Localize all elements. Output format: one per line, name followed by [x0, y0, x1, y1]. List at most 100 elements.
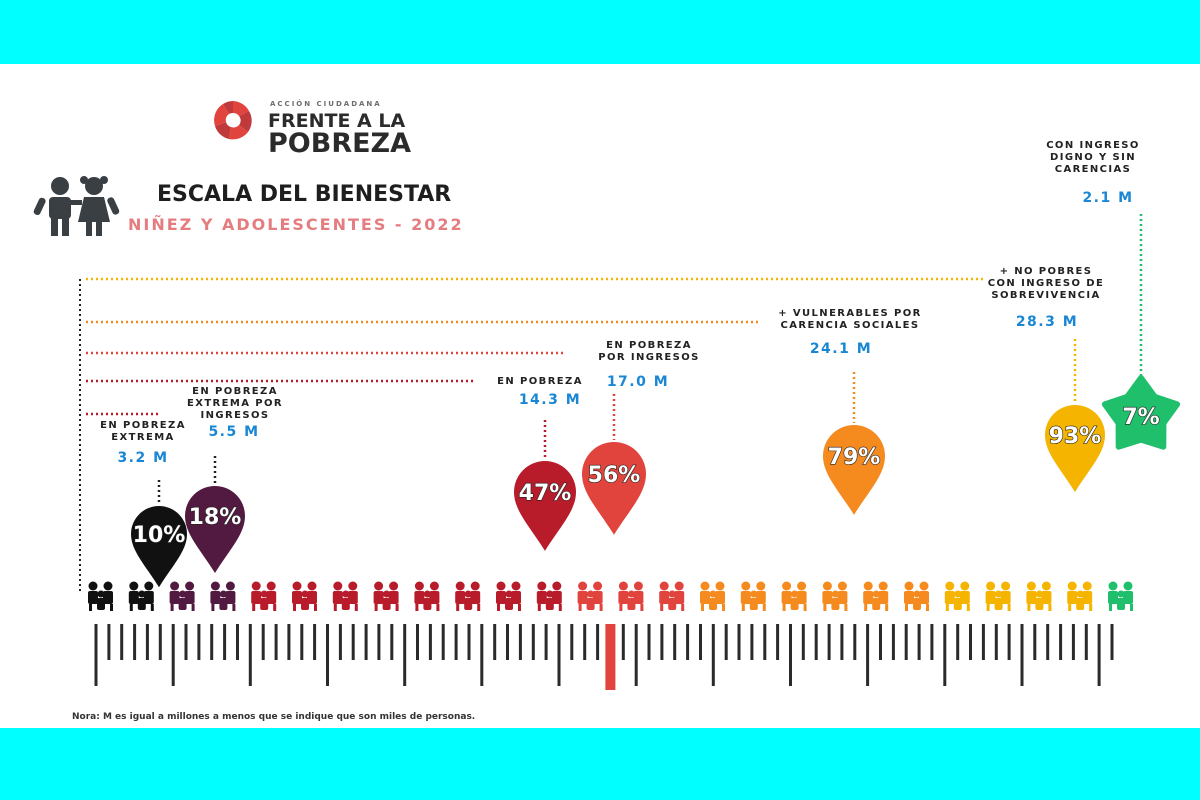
person-group-icon — [332, 581, 358, 611]
pin-marker-shape — [582, 442, 646, 535]
scale-tick — [879, 624, 882, 660]
scale-tick — [1110, 624, 1114, 660]
marker-percent: 93% — [1049, 424, 1102, 449]
scale-tick — [107, 624, 111, 660]
scale-tick — [930, 624, 934, 660]
scale-tick — [969, 624, 972, 660]
scale-tick — [377, 624, 381, 660]
scale-tick — [711, 624, 715, 686]
pin-marker-shape — [823, 425, 885, 515]
scale-tick — [789, 624, 792, 686]
scale-tick — [300, 624, 304, 660]
person-group-icon — [414, 581, 440, 611]
scale-tick — [981, 624, 985, 660]
scale-tick — [364, 624, 368, 660]
scale-tick — [840, 624, 844, 660]
scale-tick — [338, 624, 342, 660]
person-group-icon — [88, 581, 113, 611]
marker-label: + VULNERABLES POR — [778, 308, 922, 319]
page-subtitle: NIÑEZ Y ADOLESCENTES - 2022 — [128, 215, 464, 234]
scale-tick — [866, 624, 870, 686]
wellbeing-scale-chart: ACCIÓN CIUDADANA FRENTE A LA POBREZA ESC… — [33, 99, 1181, 722]
scale-tick — [634, 624, 638, 686]
scale-tick — [776, 624, 780, 660]
marker-percent: 47% — [519, 481, 572, 506]
marker-value: 24.1 M — [810, 341, 872, 357]
person-group-icon — [1026, 581, 1052, 611]
person-group-icon — [536, 581, 562, 611]
person-group-icon — [455, 581, 481, 611]
scale-tick — [403, 624, 407, 686]
connector-lines — [79, 277, 985, 592]
marker-label: DIGNO Y SIN — [1050, 152, 1136, 163]
marker-label: POR INGRESOS — [598, 352, 700, 363]
scale-tick — [223, 624, 227, 660]
scale-tick — [583, 624, 587, 660]
pinwheel-logo-icon — [214, 101, 252, 140]
person-group-icon — [700, 581, 725, 611]
children-icon — [33, 176, 120, 236]
scale-tick — [891, 624, 895, 660]
person-group-icon — [781, 581, 807, 611]
scale-tick — [351, 624, 355, 660]
pin-marker-shape — [514, 461, 576, 551]
scale-tick — [1097, 624, 1101, 686]
marker-label: EN POBREZA — [497, 376, 583, 387]
scale-tick — [210, 624, 214, 660]
person-group-icon — [904, 581, 929, 611]
marker-label: CARENCIAS — [1055, 164, 1132, 175]
scale-tick — [1046, 624, 1050, 660]
scale-tick — [158, 624, 162, 660]
person-group-icon — [496, 581, 521, 611]
person-group-icon — [292, 581, 317, 611]
scale-tick — [699, 624, 702, 660]
logo-line2: FRENTE A LA — [268, 110, 405, 132]
scale-tick — [326, 624, 329, 686]
scale-tick — [94, 624, 98, 686]
scale-ticks — [94, 624, 1114, 690]
marker: EN POBREZA 14.3 M 47% — [497, 376, 583, 551]
scale-tick — [480, 624, 484, 686]
scale-tick — [171, 624, 175, 686]
scale-tick — [287, 624, 291, 660]
marker-value: 28.3 M — [1016, 314, 1078, 330]
scale-tick — [1007, 624, 1011, 660]
person-group-icon — [210, 581, 236, 611]
scale-tick — [493, 624, 497, 660]
scale-tick — [390, 624, 394, 660]
scale-tick — [557, 624, 561, 686]
scale-tick — [261, 624, 265, 660]
marker-label: EXTREMA POR — [187, 398, 283, 409]
scale-tick — [724, 624, 728, 660]
scale-tick — [428, 624, 432, 660]
person-group-icon — [373, 581, 399, 611]
scale-tick — [274, 624, 278, 660]
logo: ACCIÓN CIUDADANA FRENTE A LA POBREZA — [214, 99, 411, 159]
marker-label: EN POBREZA — [100, 420, 186, 431]
marker-label: + NO POBRES — [1000, 266, 1093, 277]
logo-line1: ACCIÓN CIUDADANA — [270, 99, 382, 108]
scale-tick — [467, 624, 471, 660]
marker-label: EN POBREZA — [192, 386, 278, 397]
scale-tick — [853, 624, 857, 660]
scale-tick — [236, 624, 239, 660]
scale-tick — [441, 624, 445, 660]
person-group-icon — [944, 581, 970, 611]
marker-percent: 56% — [588, 463, 641, 488]
marker-value: 2.1 M — [1082, 190, 1133, 206]
person-group-icon — [1108, 581, 1133, 611]
marker-value: 3.2 M — [117, 450, 168, 466]
person-group-icon — [740, 581, 766, 611]
person-group-icon — [128, 581, 154, 611]
scale-tick — [1033, 624, 1037, 660]
scale-tick — [197, 624, 201, 660]
infographic-frame: ACCIÓN CIUDADANA FRENTE A LA POBREZA ESC… — [0, 64, 1200, 728]
scale-tick — [686, 624, 690, 660]
scale-tick — [1071, 624, 1075, 660]
marker-label: EN POBREZA — [606, 340, 692, 351]
pin-marker-shape — [185, 486, 245, 573]
scale-tick — [647, 624, 651, 660]
